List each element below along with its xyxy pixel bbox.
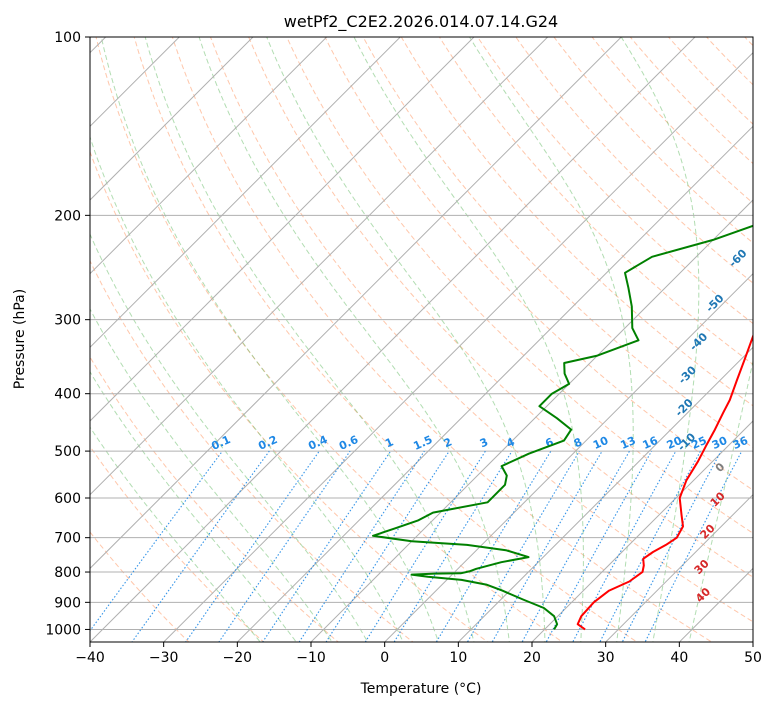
y-tick-label: 600 xyxy=(54,491,81,507)
dry-adiabat xyxy=(362,37,753,449)
x-tick-label: 40 xyxy=(670,650,688,666)
isotherm xyxy=(90,37,402,349)
mixing-ratio-line xyxy=(185,450,320,642)
mixing-ratio-line xyxy=(621,450,722,642)
isotherm xyxy=(531,420,753,642)
y-tick-label: 700 xyxy=(54,531,81,547)
dry-adiabat xyxy=(90,150,489,642)
x-tick-label: 50 xyxy=(744,650,762,666)
dry-adiabat xyxy=(476,37,753,325)
dry-adiabat xyxy=(90,445,265,642)
mixing-ratio-line xyxy=(393,450,513,642)
dry-adiabat xyxy=(209,37,753,623)
isotherm xyxy=(162,51,753,642)
y-axis-label: Pressure (hPa) xyxy=(12,289,28,389)
x-axis-label: Temperature (°C) xyxy=(360,681,482,697)
mixing-ratio-line xyxy=(325,450,450,642)
x-tick-label: 20 xyxy=(523,650,541,666)
mixing-ratio-label: 13 xyxy=(618,434,637,452)
profile-series xyxy=(372,224,753,631)
isotherm xyxy=(236,125,753,642)
mixing-ratio-label: 25 xyxy=(689,434,708,452)
isotherm xyxy=(310,199,753,642)
x-tick-label: −20 xyxy=(223,650,253,666)
x-tick-label: 10 xyxy=(449,650,467,666)
dry-adiabat xyxy=(286,37,753,534)
mixing-ratio-line xyxy=(262,450,392,642)
mixing-ratio-line xyxy=(364,450,486,642)
y-tick-label: 400 xyxy=(54,387,81,403)
mixing-ratio-line xyxy=(131,450,270,642)
y-tick-label: 900 xyxy=(54,595,81,611)
dry-adiabat xyxy=(667,37,753,125)
isotherm xyxy=(90,37,696,642)
dewpoint-profile xyxy=(372,224,753,630)
isotherm xyxy=(90,37,475,422)
mixing-ratio-label: 16 xyxy=(641,434,661,452)
dry-adiabat xyxy=(171,37,713,642)
moist-adiabat xyxy=(620,37,700,642)
mixing-ratio-line xyxy=(218,450,351,642)
chart-title: wetPf2_C2E2.2026.014.07.14.G24 xyxy=(284,12,558,32)
isotherm xyxy=(604,493,753,642)
dry-adiabat xyxy=(248,37,753,578)
dry-adiabat xyxy=(400,37,753,407)
x-tick-label: −30 xyxy=(149,650,179,666)
temperature-profile xyxy=(576,333,753,631)
y-tick-label: 200 xyxy=(54,208,81,224)
x-tick-label: −10 xyxy=(296,650,326,666)
isotherm xyxy=(457,346,753,642)
mixing-ratio-label: 10 xyxy=(591,434,611,452)
y-tick-label: 800 xyxy=(54,565,81,581)
mixing-ratio-line xyxy=(521,450,630,642)
plot-frame xyxy=(89,36,754,643)
mixing-ratio-line xyxy=(491,450,603,642)
mixing-ratio-line xyxy=(466,450,580,642)
axes: −40 −30 −20 −10 0 10 20 30 40 50 100 200 300 400 500 60… xyxy=(45,30,762,666)
moist-adiabat xyxy=(266,37,546,642)
y-tick-label: 1000 xyxy=(45,622,81,638)
dry-adiabat xyxy=(95,37,564,642)
mixing-ratio-label: 20 xyxy=(665,434,685,452)
mixing-ratio-label: 30 xyxy=(710,434,730,452)
dry-adiabat xyxy=(553,37,753,244)
isotherm xyxy=(90,37,181,128)
isotherm xyxy=(90,37,549,496)
x-tick-label: 30 xyxy=(597,650,615,666)
dry-adiabat xyxy=(591,37,753,204)
x-tick-label: 0 xyxy=(380,650,389,666)
mixing-ratio-line xyxy=(545,450,653,642)
moist-adiabat xyxy=(144,37,475,642)
y-tick-label: 300 xyxy=(54,313,81,329)
isotherm xyxy=(90,37,328,275)
y-tick-label: 100 xyxy=(54,30,81,46)
mixing-ratio-label: 36 xyxy=(731,434,751,452)
moist-adiabat xyxy=(90,232,369,642)
mixing-ratio-line xyxy=(644,450,743,642)
isotherm xyxy=(90,37,254,201)
isotherm xyxy=(90,37,623,570)
dry-adiabat xyxy=(133,37,638,642)
moist-adiabat xyxy=(90,308,333,642)
background-lines xyxy=(90,37,753,642)
y-tick-label: 500 xyxy=(54,444,81,460)
dry-adiabat xyxy=(90,531,190,642)
x-tick-label: −40 xyxy=(75,650,105,666)
mixing-ratio-line xyxy=(435,450,552,642)
